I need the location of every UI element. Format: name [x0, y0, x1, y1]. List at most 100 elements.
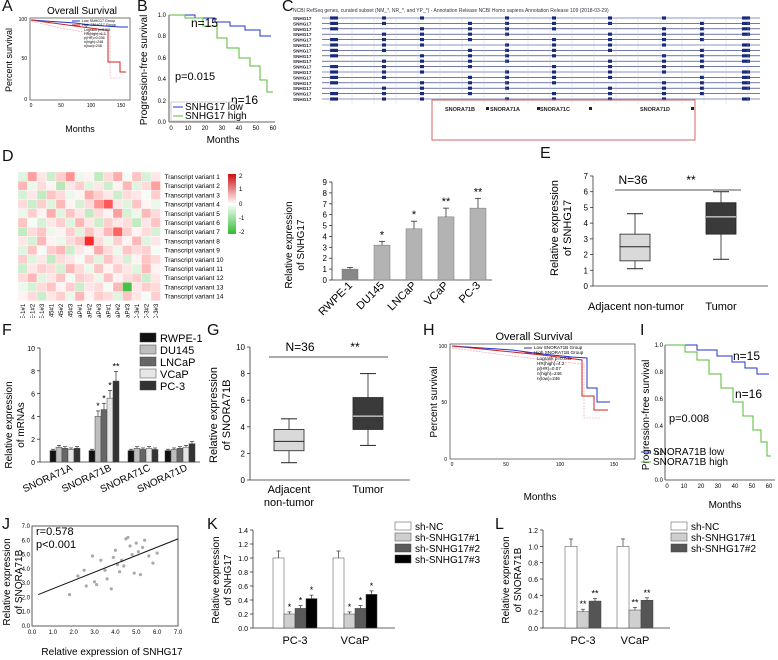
g-ytick: 10	[236, 343, 245, 352]
a-xlabel: Months	[65, 124, 95, 134]
c-exon	[468, 86, 472, 90]
d-heatmap-cell	[122, 217, 133, 228]
dbar-ytick: 7	[323, 200, 328, 209]
d-heatmap-cell	[84, 291, 95, 301]
f-legend-item: RWPE-1	[160, 333, 203, 345]
k-ytick: 0.4	[238, 598, 248, 605]
d-heatmap-cell	[103, 236, 114, 246]
d-heatmap-cell	[150, 263, 161, 274]
d-row-label: Transcript variant 13	[165, 284, 224, 291]
d-row-label: Transcript variant 2	[165, 183, 221, 190]
g-ytick: 6	[241, 396, 246, 405]
b-legend-item: SNHG17 high	[185, 111, 247, 122]
d-heatmap-cell	[55, 273, 66, 283]
panel-label-a: A	[2, 0, 13, 15]
a-legend-item: n(high)=248	[84, 40, 103, 44]
g-ytick: 2	[241, 449, 246, 458]
l-ytick: 0.6	[528, 577, 538, 584]
d-heatmap-cell	[74, 227, 85, 237]
j-point	[82, 568, 86, 572]
d-heatmap-cell	[55, 181, 66, 191]
c-exon	[552, 54, 556, 58]
f-bar	[176, 448, 184, 463]
c-exon	[468, 32, 472, 36]
panel-label-e: E	[540, 145, 551, 162]
k-bar	[272, 557, 285, 629]
d-heatmap-cell	[131, 291, 142, 301]
d-heatmap-cell	[131, 282, 142, 292]
c-exon	[552, 16, 556, 20]
l-bar	[588, 600, 602, 629]
j-ytick: 0.0	[22, 624, 31, 630]
j-point	[118, 570, 122, 574]
j-ylabel-1: Relative expression	[2, 538, 13, 625]
c-exon	[330, 81, 338, 85]
d-scale-tick: 0	[239, 202, 243, 208]
c-exon	[662, 97, 666, 101]
c-track-label: SNHG17	[293, 70, 312, 75]
d-heatmap-cell	[18, 282, 28, 292]
a-xtick: 100	[87, 103, 96, 109]
i-ytick: 0.2	[655, 451, 664, 457]
h-ytick: 100	[439, 344, 448, 350]
d-heatmap-cell	[84, 245, 95, 255]
c-exon	[552, 70, 556, 74]
d-heatmap-cell	[18, 245, 28, 255]
c-track-label: SNHG17	[293, 38, 312, 43]
d-heatmap-cell	[27, 282, 38, 292]
f-legend-item: VCaP	[160, 369, 189, 381]
a-legend-item: p(HR)=0.036	[84, 36, 105, 40]
panel-label-b: B	[137, 0, 148, 15]
f-legend-item: DU145	[160, 345, 194, 357]
d-heatmap-cell	[36, 291, 47, 301]
c-snora-marker	[589, 107, 592, 110]
c-exon	[608, 43, 612, 47]
c-exon	[382, 70, 386, 74]
d-row-label: Transcript variant 11	[165, 266, 224, 273]
k-legend-swatch	[394, 521, 412, 531]
d-heatmap-cell	[93, 171, 104, 182]
d-heatmap-cell	[122, 245, 133, 255]
d-heatmap-cell	[122, 181, 133, 191]
d-heatmap-cell	[93, 236, 104, 246]
j-xtick: 7.0	[174, 630, 183, 636]
d-col-label: RWPE-1#3	[40, 303, 46, 318]
l-xtick: PC-3	[570, 635, 595, 647]
c-exon	[420, 59, 424, 63]
j-ytick: 1.0	[22, 610, 31, 616]
i-xtick: 0	[665, 484, 669, 490]
b-low-curve	[169, 14, 271, 37]
j-fit-line	[38, 538, 179, 596]
f-bar	[133, 448, 141, 463]
d-heatmap-cell	[18, 199, 28, 209]
b-xtick: 0	[169, 126, 173, 132]
j-point	[92, 580, 97, 584]
d-heatmap-cell	[36, 263, 47, 274]
e-box	[619, 233, 651, 262]
d-heatmap-cell	[74, 282, 85, 292]
dbar-sig: **	[474, 186, 483, 198]
g-group-label: Tumor	[352, 484, 384, 496]
f-sig: *	[108, 380, 112, 390]
d-heatmap-cell	[27, 254, 38, 265]
c-exon	[608, 65, 612, 69]
d-row-label: Transcript variant 4	[165, 202, 221, 209]
k-legend-item: sh-SNHG17#1	[415, 533, 480, 544]
d-heatmap-cell	[84, 263, 95, 274]
d-heatmap-cell	[112, 273, 123, 283]
c-exon	[742, 16, 750, 20]
d-heatmap-cell	[112, 181, 123, 191]
d-heatmap-cell	[122, 254, 133, 265]
d-heatmap-cell	[131, 181, 142, 191]
c-exon	[552, 81, 556, 85]
d-heatmap-cell	[65, 181, 76, 191]
c-exon	[330, 65, 338, 69]
d-row-label: Transcript variant 14	[165, 294, 224, 301]
l-sig: **	[591, 589, 599, 599]
c-snora-label: SNORA71C	[540, 107, 570, 113]
d-heatmap-cell	[150, 171, 161, 182]
g-ytick: 0	[241, 476, 246, 485]
c-exon	[608, 70, 612, 74]
i-xtick: 40	[732, 484, 739, 490]
h-ci-curve	[451, 347, 600, 419]
